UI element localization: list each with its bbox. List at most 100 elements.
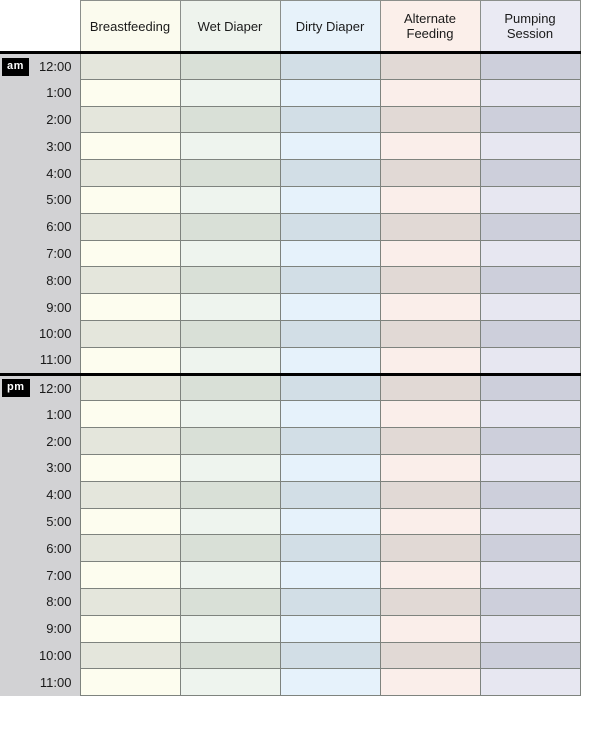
entry-cell-pumping[interactable] (479, 400, 581, 429)
entry-cell-wetdiaper[interactable] (179, 614, 281, 643)
entry-cell-dirtydiaper[interactable] (279, 319, 381, 348)
entry-cell-wetdiaper[interactable] (179, 266, 281, 295)
entry-cell-dirtydiaper[interactable] (279, 507, 381, 536)
entry-cell-pumping[interactable] (479, 480, 581, 509)
entry-cell-wetdiaper[interactable] (179, 372, 281, 402)
entry-cell-wetdiaper[interactable] (179, 507, 281, 536)
entry-cell-breastfeeding[interactable] (79, 453, 181, 482)
entry-cell-pumping[interactable] (479, 561, 581, 589)
entry-cell-breastfeeding[interactable] (79, 427, 181, 455)
entry-cell-pumping[interactable] (479, 614, 581, 643)
entry-cell-wetdiaper[interactable] (179, 534, 281, 563)
entry-cell-pumping[interactable] (479, 266, 581, 295)
entry-cell-breastfeeding[interactable] (79, 319, 181, 348)
entry-cell-dirtydiaper[interactable] (279, 212, 381, 241)
entry-cell-altfeeding[interactable] (379, 587, 481, 616)
entry-cell-altfeeding[interactable] (379, 51, 481, 80)
entry-cell-breastfeeding[interactable] (79, 641, 181, 670)
entry-cell-dirtydiaper[interactable] (279, 534, 381, 563)
entry-cell-breastfeeding[interactable] (79, 185, 181, 214)
entry-cell-pumping[interactable] (479, 293, 581, 321)
entry-cell-breastfeeding[interactable] (79, 480, 181, 509)
entry-cell-dirtydiaper[interactable] (279, 159, 381, 187)
entry-cell-wetdiaper[interactable] (179, 480, 281, 509)
entry-cell-altfeeding[interactable] (379, 132, 481, 161)
entry-cell-pumping[interactable] (479, 427, 581, 455)
entry-cell-pumping[interactable] (479, 372, 581, 402)
entry-cell-altfeeding[interactable] (379, 346, 481, 375)
entry-cell-wetdiaper[interactable] (179, 561, 281, 589)
entry-cell-dirtydiaper[interactable] (279, 641, 381, 670)
entry-cell-dirtydiaper[interactable] (279, 453, 381, 482)
entry-cell-altfeeding[interactable] (379, 507, 481, 536)
entry-cell-breastfeeding[interactable] (79, 346, 181, 375)
entry-cell-breastfeeding[interactable] (79, 372, 181, 402)
entry-cell-pumping[interactable] (479, 212, 581, 241)
entry-cell-altfeeding[interactable] (379, 78, 481, 107)
entry-cell-pumping[interactable] (479, 668, 581, 697)
entry-cell-wetdiaper[interactable] (179, 427, 281, 455)
entry-cell-wetdiaper[interactable] (179, 105, 281, 134)
entry-cell-dirtydiaper[interactable] (279, 239, 381, 268)
entry-cell-dirtydiaper[interactable] (279, 132, 381, 161)
entry-cell-wetdiaper[interactable] (179, 641, 281, 670)
entry-cell-breastfeeding[interactable] (79, 239, 181, 268)
entry-cell-wetdiaper[interactable] (179, 132, 281, 161)
entry-cell-altfeeding[interactable] (379, 372, 481, 402)
entry-cell-dirtydiaper[interactable] (279, 78, 381, 107)
entry-cell-pumping[interactable] (479, 319, 581, 348)
entry-cell-wetdiaper[interactable] (179, 346, 281, 375)
entry-cell-breastfeeding[interactable] (79, 614, 181, 643)
entry-cell-altfeeding[interactable] (379, 453, 481, 482)
entry-cell-wetdiaper[interactable] (179, 453, 281, 482)
entry-cell-dirtydiaper[interactable] (279, 105, 381, 134)
entry-cell-breastfeeding[interactable] (79, 293, 181, 321)
entry-cell-breastfeeding[interactable] (79, 587, 181, 616)
entry-cell-altfeeding[interactable] (379, 561, 481, 589)
entry-cell-pumping[interactable] (479, 587, 581, 616)
entry-cell-altfeeding[interactable] (379, 641, 481, 670)
entry-cell-wetdiaper[interactable] (179, 185, 281, 214)
entry-cell-wetdiaper[interactable] (179, 293, 281, 321)
entry-cell-altfeeding[interactable] (379, 266, 481, 295)
entry-cell-breastfeeding[interactable] (79, 561, 181, 589)
entry-cell-dirtydiaper[interactable] (279, 372, 381, 402)
entry-cell-dirtydiaper[interactable] (279, 668, 381, 697)
entry-cell-wetdiaper[interactable] (179, 51, 281, 80)
entry-cell-breastfeeding[interactable] (79, 132, 181, 161)
entry-cell-altfeeding[interactable] (379, 185, 481, 214)
entry-cell-breastfeeding[interactable] (79, 51, 181, 80)
entry-cell-dirtydiaper[interactable] (279, 266, 381, 295)
entry-cell-pumping[interactable] (479, 453, 581, 482)
entry-cell-pumping[interactable] (479, 641, 581, 670)
entry-cell-dirtydiaper[interactable] (279, 480, 381, 509)
entry-cell-wetdiaper[interactable] (179, 239, 281, 268)
entry-cell-wetdiaper[interactable] (179, 587, 281, 616)
entry-cell-dirtydiaper[interactable] (279, 293, 381, 321)
entry-cell-breastfeeding[interactable] (79, 159, 181, 187)
entry-cell-breastfeeding[interactable] (79, 668, 181, 697)
entry-cell-altfeeding[interactable] (379, 239, 481, 268)
entry-cell-dirtydiaper[interactable] (279, 51, 381, 80)
entry-cell-pumping[interactable] (479, 185, 581, 214)
entry-cell-dirtydiaper[interactable] (279, 185, 381, 214)
entry-cell-breastfeeding[interactable] (79, 105, 181, 134)
entry-cell-dirtydiaper[interactable] (279, 427, 381, 455)
entry-cell-wetdiaper[interactable] (179, 212, 281, 241)
entry-cell-wetdiaper[interactable] (179, 400, 281, 429)
entry-cell-pumping[interactable] (479, 51, 581, 80)
entry-cell-breastfeeding[interactable] (79, 400, 181, 429)
entry-cell-wetdiaper[interactable] (179, 159, 281, 187)
entry-cell-pumping[interactable] (479, 105, 581, 134)
entry-cell-breastfeeding[interactable] (79, 78, 181, 107)
entry-cell-pumping[interactable] (479, 507, 581, 536)
entry-cell-breastfeeding[interactable] (79, 507, 181, 536)
entry-cell-pumping[interactable] (479, 346, 581, 375)
entry-cell-dirtydiaper[interactable] (279, 400, 381, 429)
entry-cell-altfeeding[interactable] (379, 480, 481, 509)
entry-cell-breastfeeding[interactable] (79, 212, 181, 241)
entry-cell-altfeeding[interactable] (379, 534, 481, 563)
entry-cell-altfeeding[interactable] (379, 159, 481, 187)
entry-cell-dirtydiaper[interactable] (279, 561, 381, 589)
entry-cell-altfeeding[interactable] (379, 427, 481, 455)
